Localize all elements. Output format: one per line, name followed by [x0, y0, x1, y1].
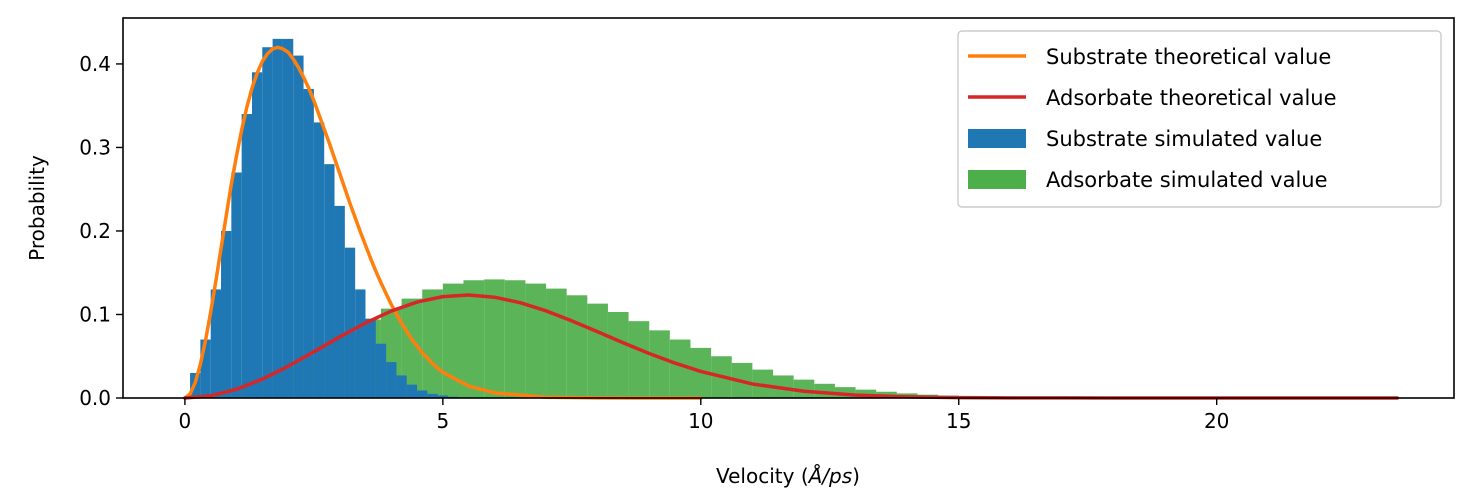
substrate-theoretical-line — [183, 45, 703, 400]
legend: Substrate theoretical value Adsorbate the… — [957, 30, 1442, 208]
substrate-bar — [221, 230, 232, 398]
adsorbate-bar — [484, 279, 505, 398]
adsorbate-bar — [525, 283, 547, 398]
legend-box — [957, 30, 1442, 208]
substrate-bar — [417, 390, 428, 398]
y-axis: 0.0 0.1 0.2 0.3 0.4 — [79, 52, 123, 410]
substrate-bar — [324, 164, 335, 398]
substrate-bar — [406, 384, 418, 398]
y-tick-label: 0.2 — [79, 219, 111, 243]
substrate-bar — [396, 375, 407, 398]
substrate-bar — [282, 38, 294, 398]
adsorbate-bar — [669, 339, 691, 398]
substrate-bar — [386, 362, 397, 398]
adsorbate-bar — [587, 303, 608, 398]
substrate-bar — [241, 114, 252, 398]
substrate-bar — [365, 318, 376, 398]
adsorbate-bar — [649, 330, 670, 398]
x-tick-label: 20 — [1204, 409, 1229, 433]
substrate-bar — [313, 122, 325, 399]
substrate-bar — [262, 47, 273, 398]
substrate-bar — [344, 247, 356, 398]
x-tick-label: 5 — [436, 409, 449, 433]
legend-label-substrate-theoretical-value: Substrate theoretical value — [1046, 45, 1331, 69]
substrate-bar — [437, 395, 449, 398]
legend-swatch-substrate-simulated-value — [968, 129, 1026, 148]
y-tick-label: 0.4 — [79, 52, 111, 76]
y-axis-label: Probability — [25, 155, 49, 261]
x-tick-label: 10 — [688, 409, 713, 433]
substrate-bar — [251, 72, 263, 398]
substrate-bar — [200, 339, 211, 398]
substrate-bar — [272, 38, 283, 398]
substrate-bar — [334, 205, 345, 398]
adsorbate-bar — [463, 280, 485, 398]
adsorbate-bar — [422, 289, 443, 398]
y-tick-label: 0.1 — [79, 302, 111, 326]
legend-label-substrate-simulated-value: Substrate simulated value — [1046, 127, 1322, 151]
plot-frame — [122, 17, 1455, 399]
legend-label-adsorbate-theoretical-value: Adsorbate theoretical value — [1046, 86, 1337, 110]
x-tick-label: 0 — [179, 409, 192, 433]
x-axis-label: Velocity (Å/ps) — [716, 464, 860, 488]
plot-area — [183, 38, 1399, 400]
adsorbate-bar — [607, 311, 629, 398]
adsorbate-bar — [401, 298, 423, 398]
substrate-bar — [355, 289, 366, 398]
y-tick-label: 0.3 — [79, 135, 111, 159]
y-tick-label: 0.0 — [79, 386, 111, 410]
legend-label-adsorbate-simulated-value: Adsorbate simulated value — [1046, 168, 1328, 192]
adsorbate-bar — [504, 280, 526, 398]
x-axis: 0 5 10 15 20 — [179, 398, 1229, 433]
adsorbate-bar — [566, 295, 588, 398]
substrate-bar — [293, 55, 304, 398]
substrate-histogram — [190, 38, 500, 399]
adsorbate-bar — [442, 283, 464, 398]
substrate-bar — [210, 289, 222, 398]
substrate-bar — [231, 172, 242, 398]
substrate-bar — [375, 343, 387, 398]
x-tick-label: 15 — [946, 409, 971, 433]
adsorbate-bar — [628, 321, 650, 398]
substrate-bar — [303, 88, 314, 399]
substrate-bar — [427, 393, 438, 398]
adsorbate-bar — [546, 288, 567, 398]
legend-swatch-adsorbate-simulated-value — [968, 170, 1026, 189]
adsorbate-bar — [793, 379, 815, 398]
